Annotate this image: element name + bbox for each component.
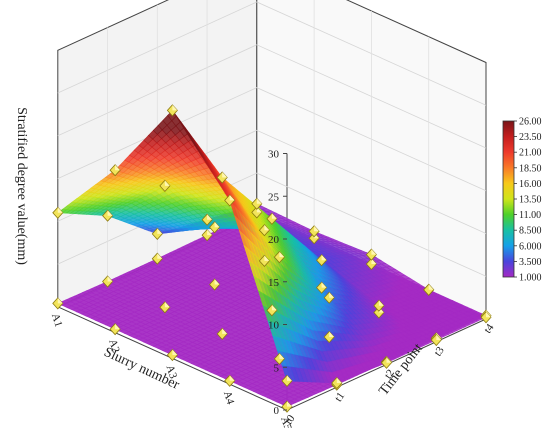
- legend-colorbar: [503, 121, 514, 277]
- z-tick-label: 25: [268, 191, 280, 203]
- legend-label: 1.000: [519, 273, 542, 284]
- legend-label: 16.00: [519, 179, 542, 190]
- z-tick-label: 5: [274, 362, 280, 374]
- z-tick-label: 15: [268, 277, 280, 289]
- z-tick-label: 0: [274, 405, 280, 417]
- z-tick-label: 10: [268, 320, 280, 332]
- x-tick-label: A4: [221, 389, 237, 406]
- legend-label: 21.00: [519, 148, 542, 159]
- x-tick-label: A1: [49, 312, 65, 329]
- z-axis-title: Stratified degree value(mm): [14, 107, 29, 265]
- legend-label: 23.50: [519, 132, 542, 143]
- color-legend: 26.00 23.50 21.00 18.50 16.00 13.50 11.00 8.500…: [503, 117, 542, 284]
- y-tick-label: t4: [482, 321, 497, 335]
- z-tick-label: 30: [268, 149, 280, 161]
- z-tick-label: 20: [268, 234, 280, 246]
- legend-label: 26.00: [519, 117, 542, 128]
- legend-label: 6.000: [519, 241, 542, 252]
- y-tick-label: t3: [432, 344, 447, 358]
- legend-label: 13.50: [519, 195, 542, 206]
- legend-label: 18.50: [519, 163, 542, 174]
- legend-label: 3.500: [519, 257, 542, 268]
- legend-label: 11.00: [519, 210, 541, 221]
- legend-label: 8.500: [519, 226, 542, 237]
- y-tick-label: t1: [333, 390, 348, 404]
